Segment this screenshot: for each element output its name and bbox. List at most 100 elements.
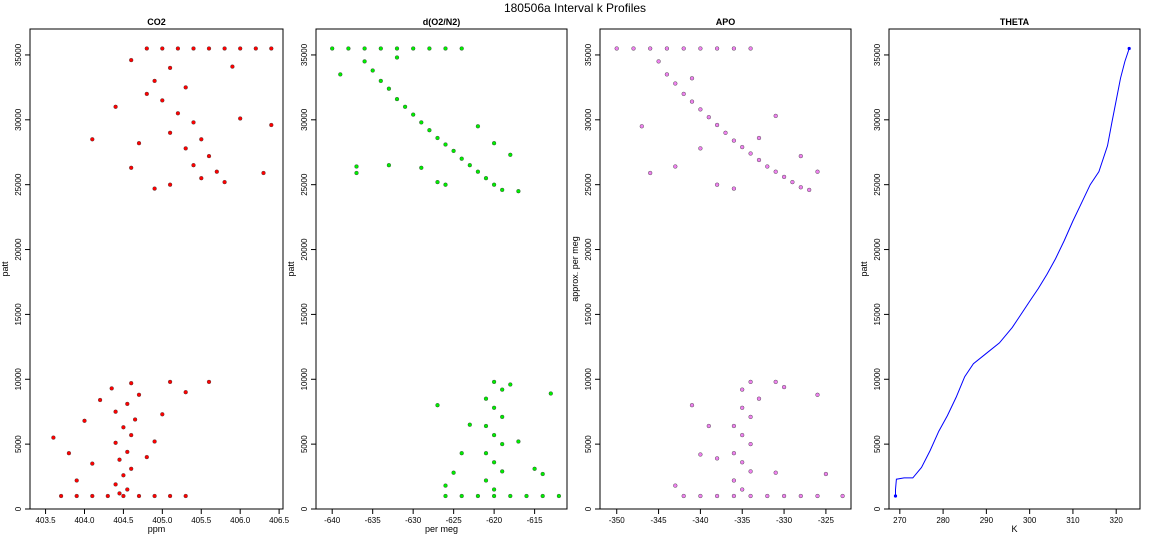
data-point: [330, 46, 335, 51]
data-point: [117, 457, 122, 462]
data-point: [403, 104, 408, 109]
x-tick-label: -325: [818, 516, 835, 525]
data-point: [673, 164, 678, 169]
data-point: [698, 107, 703, 112]
data-point: [394, 46, 400, 51]
y-axis-label: patt: [859, 261, 869, 277]
data-point: [714, 182, 720, 187]
data-point: [492, 487, 497, 492]
data-point: [394, 55, 400, 60]
data-point: [500, 469, 505, 474]
data-point: [411, 112, 416, 117]
data-point: [222, 180, 227, 185]
data-point: [113, 440, 118, 445]
panel-title: d(O2/N2): [423, 17, 461, 27]
data-point: [807, 187, 812, 192]
data-point: [492, 182, 497, 187]
data-point: [427, 46, 432, 51]
data-point: [714, 493, 720, 499]
data-point: [740, 460, 745, 465]
data-point: [129, 433, 134, 438]
y-axis-label: patt: [0, 261, 10, 277]
data-point: [238, 46, 243, 51]
x-tick-label: -345: [651, 516, 668, 525]
x-tick-label: -340: [692, 516, 709, 525]
data-point: [129, 57, 134, 63]
y-tick-label: 15000: [14, 303, 23, 326]
x-tick-label: -630: [405, 516, 422, 525]
data-point: [731, 186, 736, 191]
data-point: [175, 111, 180, 116]
plot-frame: [29, 28, 284, 510]
data-point: [183, 390, 188, 395]
data-point: [443, 142, 448, 147]
panel-3: THETA 270 280 290 300 310 320 0 5000 10000 15000 20…: [859, 17, 1141, 534]
data-point: [443, 182, 448, 187]
data-point: [492, 460, 497, 465]
y-tick-label: 25000: [14, 173, 23, 196]
y-tick-label: 5000: [873, 435, 882, 453]
data-point: [206, 154, 212, 159]
data-point: [631, 46, 636, 51]
data-point: [798, 154, 803, 159]
x-tick-label: 405.0: [152, 516, 173, 525]
data-point: [443, 483, 448, 488]
data-point: [748, 493, 753, 499]
y-tick-label: 30000: [14, 108, 23, 131]
data-point: [714, 46, 720, 51]
data-point: [556, 493, 561, 499]
data-point: [459, 156, 464, 161]
data-point: [723, 130, 728, 135]
data-point: [765, 164, 770, 169]
x-tick-label: -640: [324, 516, 341, 525]
data-point: [144, 455, 149, 460]
data-point: [773, 379, 778, 384]
data-point: [681, 493, 686, 499]
data-point: [475, 169, 480, 174]
data-point: [748, 46, 753, 51]
data-point: [815, 169, 820, 174]
y-tick-label: 15000: [300, 303, 309, 326]
data-point: [731, 46, 736, 51]
data-point: [152, 493, 157, 499]
panel-0: CO2 403.5 404.0 404.5 405.0 405.5 406.0 406.5 0 5…: [0, 17, 290, 534]
data-point: [748, 151, 753, 156]
data-point: [815, 493, 820, 499]
y-tick-label: 10000: [584, 368, 593, 391]
y-tick-label: 15000: [584, 303, 593, 326]
data-point: [435, 403, 440, 408]
data-point: [90, 137, 95, 142]
y-tick-label: 15000: [873, 303, 882, 326]
data-point: [378, 78, 383, 83]
data-point: [74, 493, 79, 499]
data-point: [798, 185, 803, 190]
y-tick-label: 35000: [873, 43, 882, 66]
data-point: [706, 115, 711, 120]
data-point: [451, 470, 456, 475]
data-point: [459, 451, 464, 456]
y-tick-label: 5000: [584, 435, 593, 453]
data-point: [125, 487, 130, 492]
y-tick-label: 25000: [300, 173, 309, 196]
data-point: [781, 385, 787, 390]
y-tick-label: 35000: [584, 43, 593, 66]
data-point: [183, 493, 188, 499]
data-point: [483, 176, 489, 181]
data-point: [136, 141, 142, 146]
y-tick-label: 10000: [300, 368, 309, 391]
data-point: [117, 491, 122, 496]
data-point: [105, 493, 110, 499]
data-point: [346, 46, 351, 51]
data-point: [781, 493, 787, 499]
y-tick-label: 30000: [584, 108, 593, 131]
data-point: [689, 76, 695, 81]
data-point: [731, 478, 736, 483]
data-point: [443, 493, 448, 499]
data-point: [230, 64, 235, 69]
data-point: [206, 46, 212, 51]
data-point: [338, 72, 343, 77]
data-point: [508, 152, 513, 157]
x-tick-label: 300: [1023, 516, 1037, 525]
data-point: [97, 397, 103, 403]
data-point: [731, 451, 736, 456]
